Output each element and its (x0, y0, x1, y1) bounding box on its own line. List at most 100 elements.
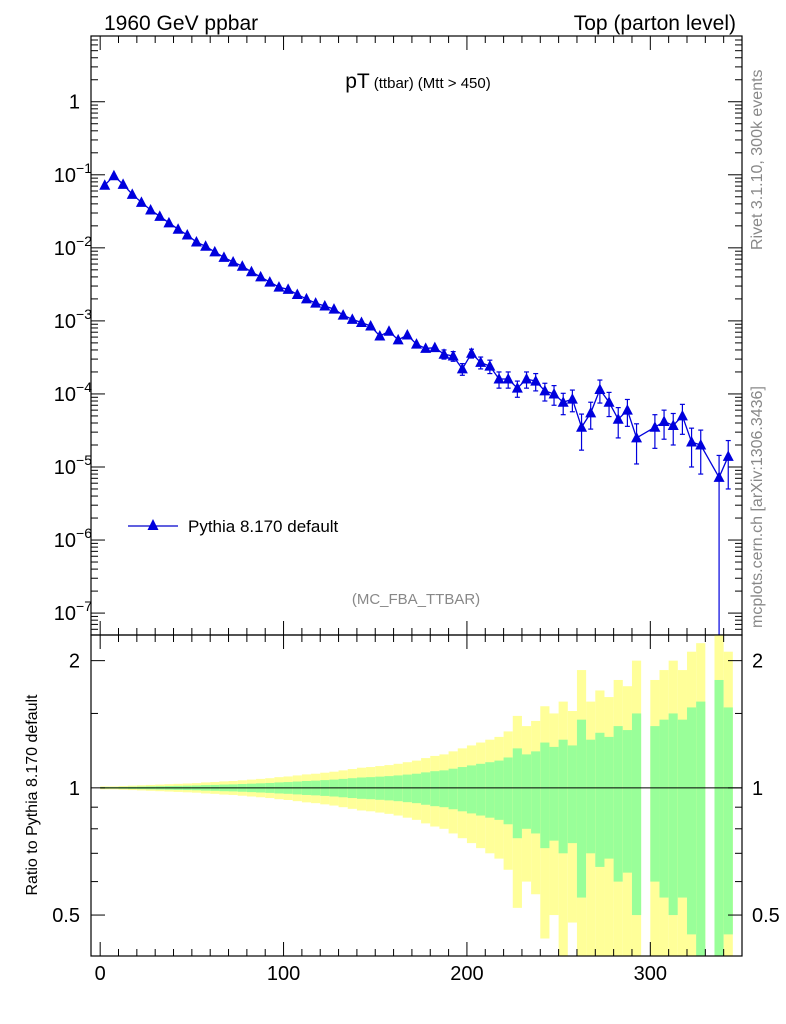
data-point (181, 228, 193, 240)
ratio-band-inner (402, 774, 412, 803)
data-point (521, 373, 533, 384)
data-point (484, 360, 496, 371)
ratio-band-inner (576, 719, 587, 898)
ratio-band-inner (485, 762, 495, 818)
analysis-watermark: (MC_FBA_TTBAR) (352, 591, 480, 608)
y-tick-label: 10−3 (54, 306, 92, 333)
ratio-band-inner (521, 754, 532, 829)
ratio-y-tick-label: 1 (69, 778, 80, 800)
main-plot: 1 10−1 10−2 10−3 10−4 10−5 10−6 10−7 (54, 35, 743, 636)
data-point (209, 245, 221, 257)
y-tick-label: 10−6 (54, 525, 92, 552)
ratio-band-inner (512, 748, 522, 839)
data-point (621, 404, 633, 415)
data-point (300, 292, 312, 304)
data-point (145, 203, 157, 215)
data-point (200, 240, 212, 251)
ratio-band-inner (503, 757, 513, 825)
ratio-band-inner (586, 739, 596, 854)
data-point (649, 421, 661, 432)
data-point (346, 313, 358, 324)
data-point (466, 347, 478, 358)
data-point (291, 288, 303, 299)
ratio-band-inner (631, 713, 642, 916)
data-point (612, 413, 624, 424)
x-tick-label: 0 (95, 963, 106, 985)
ratio-plot: 0 100 200 300 0.5 0.5 1 1 2 2 (52, 634, 780, 985)
data-point (392, 333, 404, 345)
data-point (713, 471, 725, 482)
data-point (328, 303, 340, 314)
ratio-band-inner (476, 763, 486, 816)
data-point (310, 297, 322, 308)
data-point (365, 320, 377, 331)
data-point (557, 396, 569, 407)
header-left: 1960 GeV ppbar (104, 12, 258, 35)
ratio-band-inner (650, 726, 660, 882)
ratio-band-inner (457, 767, 467, 812)
ratio-band-inner (439, 770, 449, 808)
y-tick-label: 10−2 (54, 233, 92, 260)
data-point (337, 309, 349, 320)
legend-marker (147, 519, 159, 530)
data-point (135, 196, 147, 207)
ratio-band-inner (723, 707, 733, 935)
data-point (117, 178, 129, 189)
data-point (566, 393, 578, 404)
ratio-band-inner (668, 713, 678, 916)
ratio-band-inner (622, 730, 632, 873)
ratio-band-inner (613, 726, 623, 882)
ratio-frame (90, 634, 743, 957)
ratio-band-inner (411, 773, 422, 804)
data-point (456, 362, 468, 374)
data-point (319, 299, 331, 311)
data-point (539, 384, 551, 396)
ratio-band-inner (430, 771, 440, 807)
y-tick-label: 1 (69, 92, 80, 114)
side-label-rivet: Rivet 3.1.10, 300k events (749, 69, 766, 250)
data-point (576, 421, 588, 432)
data-point (108, 169, 120, 181)
series-line (104, 174, 729, 479)
data-point (264, 276, 276, 287)
data-point (355, 316, 367, 328)
data-point (631, 431, 643, 443)
legend: Pythia 8.170 default (128, 517, 339, 536)
ratio-band-inner (531, 751, 541, 834)
data-point (255, 270, 267, 282)
data-point (383, 325, 395, 336)
data-point (227, 255, 239, 267)
data-point (438, 348, 450, 359)
data-point (154, 210, 166, 221)
data-point (585, 406, 597, 418)
header-right: Top (parton level) (574, 12, 736, 35)
data-point (511, 382, 523, 393)
ratio-band-inner (604, 736, 614, 859)
ratio-y-tick-label-right: 2 (752, 651, 763, 673)
data-point (282, 283, 294, 294)
plot-title: pT (ttbar) (Mtt > 450) (345, 70, 490, 93)
data-point (190, 236, 202, 247)
data-point (722, 450, 734, 461)
data-point (236, 260, 248, 271)
data-point (502, 373, 514, 384)
ratio-band-inner (540, 742, 550, 849)
data-point (530, 375, 542, 386)
data-point (273, 281, 285, 292)
data-point (245, 265, 257, 277)
data-point (686, 435, 698, 447)
data-point (548, 387, 560, 399)
data-point (99, 179, 111, 190)
ratio-band-inner (714, 679, 724, 956)
legend-label: Pythia 8.170 default (188, 517, 339, 536)
ratio-band-inner (549, 746, 559, 841)
ratio-band-inner (686, 707, 697, 935)
ratio-band-inner (466, 765, 477, 814)
data-point (667, 419, 679, 430)
x-tick-label: 100 (267, 963, 300, 985)
ratio-y-tick-label-right: 0.5 (752, 905, 780, 927)
main-frame (90, 35, 743, 636)
data-point (163, 216, 175, 228)
